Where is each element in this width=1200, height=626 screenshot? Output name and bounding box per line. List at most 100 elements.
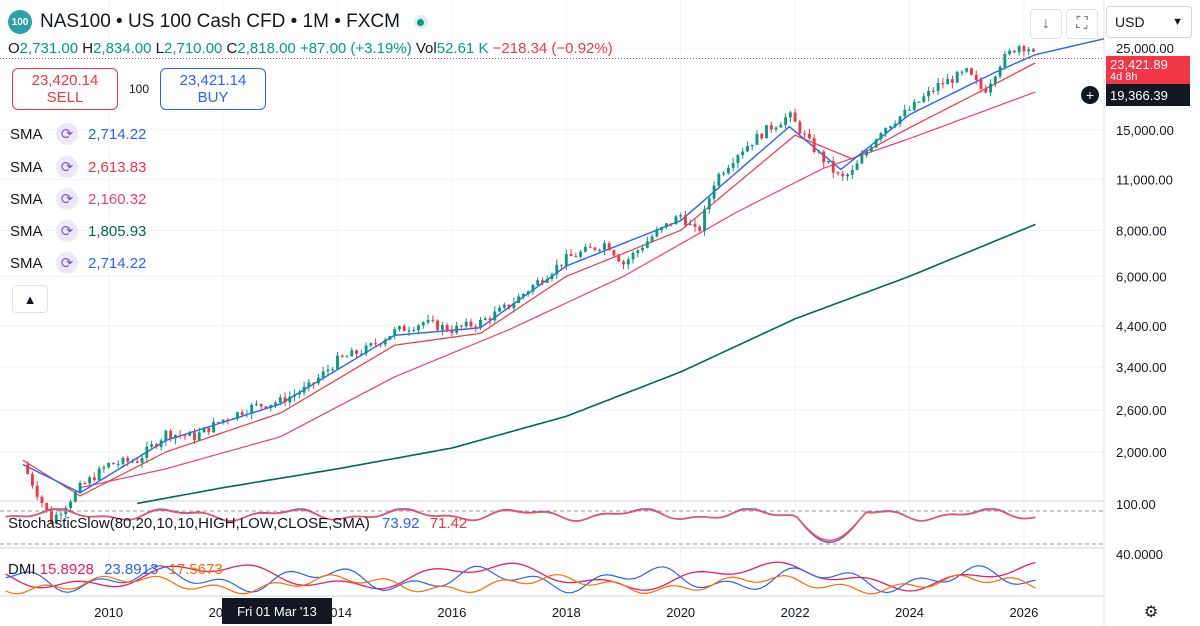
candle-body bbox=[340, 355, 344, 357]
adx-line bbox=[5, 574, 1036, 595]
candle-body bbox=[927, 90, 931, 97]
candle-body bbox=[650, 236, 654, 242]
candle-body bbox=[388, 336, 392, 340]
candle-body bbox=[545, 278, 549, 283]
candle-body bbox=[779, 124, 783, 128]
candle-body bbox=[50, 509, 53, 524]
sma-legend-4[interactable]: SMA ⟳ 1,805.93 bbox=[10, 219, 146, 243]
settings-icon[interactable]: ⚙ bbox=[1143, 604, 1159, 621]
candle-body bbox=[502, 304, 506, 308]
candle-body bbox=[593, 247, 597, 250]
sma-slow-line bbox=[79, 91, 1036, 489]
dmi-legend[interactable]: DMI 15.8928 23.8913 17.5673 bbox=[8, 561, 223, 578]
stochastic-legend[interactable]: StochasticSlow(80,20,10,10,HIGH,LOW,CLOS… bbox=[8, 515, 468, 532]
candle-body bbox=[154, 444, 158, 447]
candle-body bbox=[955, 72, 959, 83]
symbol-title[interactable]: NAS100 • US 100 Cash CFD • 1M • FXCM bbox=[40, 11, 400, 32]
candle-body bbox=[88, 477, 92, 484]
buy-price: 23,421.14 bbox=[179, 72, 247, 89]
candle-body bbox=[526, 291, 530, 294]
collapse-legend-button[interactable]: ▲ bbox=[12, 285, 48, 313]
candle-body bbox=[598, 249, 602, 251]
candle-body bbox=[521, 293, 525, 297]
stoch-d-line bbox=[5, 508, 1036, 542]
candle-body bbox=[836, 172, 840, 174]
fullscreen-icon[interactable]: ⛶ bbox=[1066, 9, 1098, 39]
dmi-minus-line bbox=[5, 561, 1036, 592]
candle-body bbox=[512, 302, 516, 308]
price-tick-label: 2,600.00 bbox=[1116, 403, 1167, 418]
candle-body bbox=[979, 79, 983, 89]
candle-body bbox=[936, 83, 940, 91]
sma-legend-1[interactable]: SMA ⟳ 2,714.22 bbox=[10, 122, 146, 146]
time-tick-label: 2018 bbox=[552, 605, 581, 620]
candle-body bbox=[636, 250, 640, 253]
candle-body bbox=[421, 322, 425, 326]
price-tick-label: 8,000.00 bbox=[1116, 223, 1167, 238]
candle-body bbox=[965, 68, 969, 72]
ohlc-legend: O2,731.00 H2,834.00 L2,710.00 C2,818.00 … bbox=[8, 40, 613, 57]
stochastic-pane bbox=[0, 508, 1104, 545]
candle-body bbox=[426, 319, 430, 323]
candle-body bbox=[669, 223, 673, 225]
candle-body bbox=[250, 404, 254, 414]
candle-body bbox=[212, 422, 215, 433]
candle-body bbox=[145, 446, 149, 458]
candle-body bbox=[536, 280, 540, 286]
spread-value: 100 bbox=[128, 82, 150, 96]
candle-body bbox=[221, 419, 225, 423]
candle-body bbox=[197, 432, 201, 441]
candle-body bbox=[450, 330, 454, 333]
candle-body bbox=[259, 403, 263, 407]
candle-body bbox=[950, 79, 954, 83]
candle-body bbox=[507, 304, 511, 308]
candle-body bbox=[293, 394, 297, 397]
close-value: 2,818.00 bbox=[237, 40, 296, 57]
candle-body bbox=[874, 139, 878, 148]
download-icon[interactable]: ↓ bbox=[1030, 9, 1062, 39]
candle-body bbox=[312, 382, 316, 384]
candle-body bbox=[240, 412, 244, 415]
sma-legend-3[interactable]: SMA ⟳ 2,160.32 bbox=[10, 187, 146, 211]
candle-body bbox=[1022, 46, 1026, 52]
candle-body bbox=[974, 74, 978, 80]
candle-body bbox=[436, 320, 440, 330]
candle-body bbox=[879, 133, 883, 140]
symbol-header[interactable]: 100 NAS100 • US 100 Cash CFD • 1M • FXCM bbox=[8, 8, 428, 36]
add-alert-icon[interactable]: + bbox=[1081, 86, 1099, 104]
candle-body bbox=[555, 264, 559, 275]
candle-body bbox=[169, 430, 173, 439]
candle-body bbox=[474, 326, 478, 328]
price-axis: 25,000.00 15,000.00 11,000.00 8,000.00 6,000… bbox=[1116, 41, 1174, 562]
candle-body bbox=[121, 458, 125, 464]
candle-body bbox=[583, 246, 587, 252]
volume-value: 52.61 K bbox=[436, 40, 489, 57]
candle-body bbox=[860, 155, 864, 164]
candle-body bbox=[345, 356, 349, 358]
candle-body bbox=[908, 109, 911, 111]
stoch-tick-label: 100.00 bbox=[1116, 497, 1156, 512]
buy-label: BUY bbox=[197, 89, 229, 106]
crosshair-date-tag: Fri 01 Mar '13 bbox=[222, 598, 332, 624]
candle-body bbox=[369, 343, 373, 346]
currency-select[interactable]: USD ▼ bbox=[1106, 6, 1192, 38]
candle-body bbox=[464, 321, 468, 327]
candle-body bbox=[946, 79, 950, 85]
sma-legend-5[interactable]: SMA ⟳ 2,714.22 bbox=[10, 251, 146, 275]
candle-body bbox=[102, 467, 106, 469]
sma-legend-2[interactable]: SMA ⟳ 2,613.83 bbox=[10, 155, 146, 179]
sell-button[interactable]: 23,420.14 SELL bbox=[12, 68, 118, 110]
candle-body bbox=[722, 173, 726, 175]
candle-body bbox=[960, 71, 964, 73]
chevron-down-icon: ▼ bbox=[1172, 16, 1183, 28]
candle-body bbox=[493, 311, 497, 321]
refresh-icon: ⟳ bbox=[56, 252, 78, 274]
candle-body bbox=[765, 125, 768, 139]
candle-body bbox=[235, 412, 239, 419]
buy-button[interactable]: 23,421.14 BUY bbox=[160, 68, 266, 110]
candle-body bbox=[774, 127, 778, 130]
candle-body bbox=[760, 133, 764, 139]
candle-body bbox=[288, 396, 292, 403]
candle-body bbox=[865, 151, 869, 156]
